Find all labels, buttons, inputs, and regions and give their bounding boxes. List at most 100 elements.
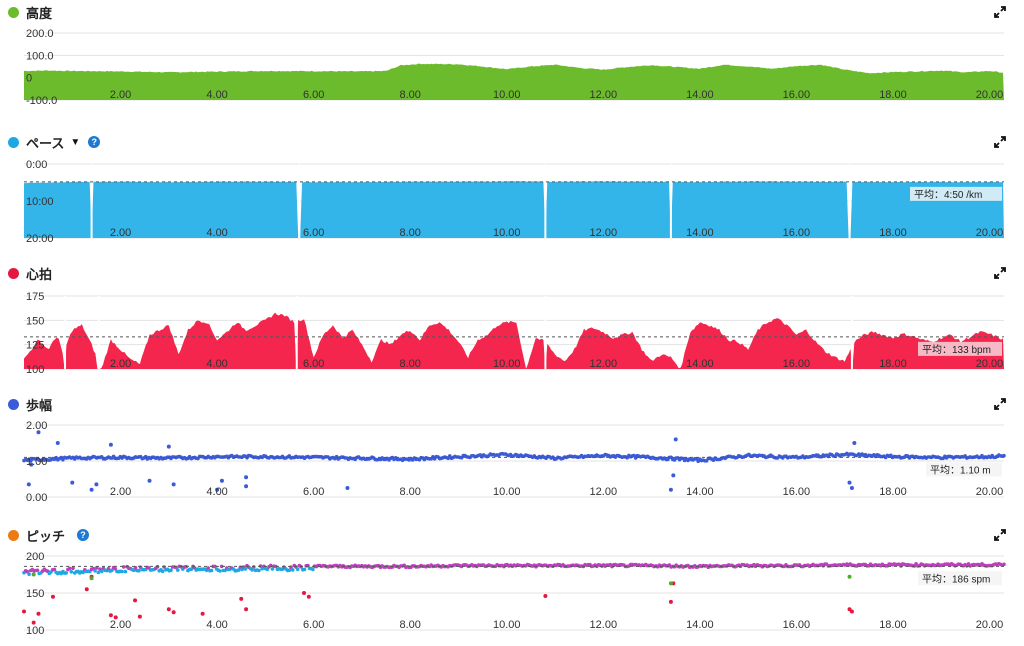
x-tick-label: 4.00 (206, 619, 227, 631)
cadence-point (243, 567, 248, 571)
x-tick-label: 18.00 (879, 227, 907, 239)
expand-icon[interactable] (994, 267, 1006, 279)
pace-dropdown-caret-icon[interactable]: ▼ (70, 136, 81, 148)
cadence-help-icon[interactable]: ? (77, 529, 90, 541)
cadence-point (252, 565, 256, 569)
stride-outlier-point (244, 475, 249, 480)
x-tick-label: 2.00 (110, 486, 131, 498)
expand-icon[interactable] (994, 136, 1006, 148)
cadence-outlier-point (36, 611, 41, 616)
cadence-point (96, 570, 101, 575)
pace-help-icon[interactable]: ? (88, 136, 101, 148)
altitude-title: 高度 (26, 5, 53, 21)
cadence-point (1002, 562, 1006, 567)
cadence-outlier-point (137, 614, 142, 619)
altitude-header: 高度 (0, 2, 52, 22)
cadence-outlier-point (166, 607, 171, 612)
x-tick-label: 14.00 (686, 619, 714, 631)
cadence-point (123, 569, 128, 574)
x-tick-label: 4.00 (206, 486, 227, 498)
x-tick-label: 16.00 (783, 89, 811, 101)
y-tick-label: 100 (26, 625, 44, 637)
cadence-point (110, 568, 114, 572)
heart-average-label-bg (918, 341, 1002, 356)
x-tick-label: 8.00 (399, 227, 420, 239)
cadence-point (290, 568, 295, 572)
cadence-header: ピッチ ? (0, 525, 90, 545)
stride-outlier-point (166, 444, 171, 449)
cadence-point (302, 567, 307, 572)
stride-average-label-bg (926, 462, 1002, 477)
x-tick-label: 16.00 (783, 358, 811, 370)
pace-average-label-bg (910, 186, 1002, 201)
cadence-outlier-point (306, 594, 311, 599)
y-tick-label: 175 (26, 291, 44, 303)
expand-icon[interactable] (994, 6, 1006, 18)
cadence-point (81, 570, 85, 575)
x-tick-label: 8.00 (399, 89, 420, 101)
cadence-point (99, 569, 104, 574)
stride-outlier-point (147, 478, 152, 483)
cadence-outlier-point (171, 610, 176, 615)
cadence-panel: ピッチ ? 平均：186 spm 200 150 100 2.00 4.00 6.00 8.0… (0, 525, 1024, 643)
cadence-point (160, 569, 165, 573)
y-tick-label: -100.0 (26, 95, 57, 107)
stride-outlier-point (29, 462, 34, 467)
stride-chart: 平均：1.10 m 2.00 1.00 0.00 2.00 4.00 6.00 8.00 10.… (22, 420, 1006, 504)
y-tick-label: 2.00 (26, 420, 47, 432)
cadence-point (311, 567, 315, 572)
altitude-chart: 200.0 100.0 0 -100.0 2.00 4.00 6.00 8.00 10.00 12… (24, 28, 1004, 107)
cadence-outlier-point (543, 593, 548, 598)
x-tick-label: 12.00 (590, 89, 618, 101)
x-tick-label: 14.00 (686, 89, 714, 101)
expand-icon[interactable] (994, 529, 1006, 541)
x-tick-label: 6.00 (303, 89, 324, 101)
x-tick-label: 12.00 (590, 619, 618, 631)
cadence-point (218, 569, 222, 573)
heart-average-label: 平均：133 bpm (922, 344, 991, 356)
x-tick-label: 20.00 (976, 227, 1004, 239)
cadence-point (52, 567, 57, 572)
y-tick-label: 200.0 (26, 28, 54, 40)
x-tick-label: 6.00 (303, 619, 324, 631)
heart-panel: 心拍 平均：133 bpm 175 150 125 100 2.00 4.00 6.00 8.0… (0, 263, 1024, 376)
y-tick-label: 150 (26, 315, 44, 327)
cadence-green-point (89, 576, 94, 581)
x-tick-label: 6.00 (303, 227, 324, 239)
x-tick-label: 20.00 (976, 619, 1004, 631)
stride-header: 歩幅 (0, 394, 52, 414)
x-tick-label: 18.00 (879, 89, 907, 101)
stride-outlier-point (852, 441, 857, 445)
cadence-point (209, 568, 214, 573)
x-tick-label: 4.00 (206, 358, 227, 370)
cadence-point (236, 568, 241, 572)
cadence-point (169, 568, 173, 572)
pace-average-label: 平均：4:50 /km (914, 189, 982, 201)
cadence-outlier-point (849, 609, 854, 614)
expand-icon[interactable] (994, 398, 1006, 410)
x-tick-label: 18.00 (879, 358, 907, 370)
pace-area-series (24, 181, 1004, 238)
cadence-point (71, 566, 75, 570)
y-tick-label: 150 (26, 588, 44, 600)
heart-area-series (24, 312, 1004, 369)
cadence-outlier-point (84, 587, 89, 592)
stride-outlier-point (673, 437, 678, 442)
x-tick-label: 10.00 (493, 619, 521, 631)
cadence-chart: 平均：186 spm 200 150 100 2.00 4.00 6.00 8.00 10.00… (22, 551, 1006, 637)
x-tick-label: 16.00 (783, 486, 811, 498)
cadence-outlier-point (239, 596, 244, 601)
x-tick-label: 16.00 (783, 227, 811, 239)
cadence-outlier-point (200, 611, 205, 616)
y-tick-label: 0.00 (26, 492, 47, 504)
y-tick-label: 200 (26, 551, 44, 563)
cadence-green-point (668, 581, 673, 586)
y-tick-label: 0 (26, 73, 32, 85)
stride-outlier-point (244, 484, 249, 489)
cadence-outlier-point (113, 615, 118, 620)
x-tick-label: 2.00 (110, 619, 131, 631)
cadence-average-label: 平均：186 spm (922, 573, 990, 585)
stride-outlier-point (108, 442, 113, 447)
x-tick-label: 12.00 (590, 227, 618, 239)
stride-panel: 歩幅 平均：1.10 m 2.00 1.00 0.00 2.00 4.00 6.00 8.00… (0, 394, 1024, 504)
